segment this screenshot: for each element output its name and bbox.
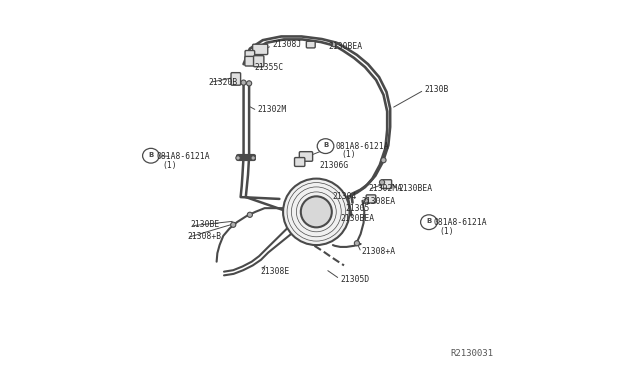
Circle shape: [246, 81, 252, 86]
Text: 21302M: 21302M: [257, 105, 287, 115]
Text: 21306G: 21306G: [319, 161, 349, 170]
Circle shape: [241, 80, 246, 85]
Circle shape: [301, 196, 332, 227]
Text: 2130BE: 2130BE: [191, 220, 220, 229]
Circle shape: [230, 222, 236, 227]
FancyBboxPatch shape: [294, 158, 305, 166]
Text: 21308EA: 21308EA: [362, 197, 396, 206]
Text: (1): (1): [162, 161, 177, 170]
Text: 21320B: 21320B: [209, 78, 237, 87]
Text: 21308+B: 21308+B: [187, 232, 221, 241]
Text: (1): (1): [341, 150, 356, 159]
FancyBboxPatch shape: [245, 51, 255, 60]
Circle shape: [364, 199, 369, 203]
Text: 21305D: 21305D: [340, 275, 369, 283]
Text: B: B: [323, 142, 328, 148]
Text: 21355C: 21355C: [254, 62, 284, 72]
Text: B: B: [426, 218, 431, 224]
Circle shape: [236, 156, 240, 160]
Text: B: B: [148, 152, 154, 158]
Ellipse shape: [317, 139, 334, 154]
Ellipse shape: [143, 148, 159, 163]
Text: 21308+A: 21308+A: [362, 247, 396, 256]
FancyBboxPatch shape: [253, 44, 268, 55]
Circle shape: [283, 179, 349, 245]
Text: 2130B: 2130B: [424, 85, 449, 94]
Circle shape: [355, 241, 360, 246]
FancyBboxPatch shape: [381, 180, 392, 189]
FancyBboxPatch shape: [253, 56, 264, 67]
FancyBboxPatch shape: [231, 73, 241, 85]
Text: 2130BEA: 2130BEA: [398, 185, 433, 193]
Circle shape: [251, 156, 255, 160]
Circle shape: [247, 212, 252, 217]
FancyBboxPatch shape: [300, 152, 312, 161]
Circle shape: [381, 158, 386, 163]
Text: 081A8-6121A: 081A8-6121A: [434, 218, 487, 227]
Text: 081A8-6121A: 081A8-6121A: [336, 142, 390, 151]
Text: 2130BEA: 2130BEA: [328, 42, 362, 51]
Text: 21305: 21305: [345, 204, 369, 214]
Text: 21302MA: 21302MA: [368, 185, 402, 193]
Text: 2130BEA: 2130BEA: [340, 214, 374, 222]
Circle shape: [332, 42, 337, 47]
FancyBboxPatch shape: [366, 195, 376, 203]
FancyBboxPatch shape: [307, 41, 316, 48]
Text: 21304: 21304: [333, 192, 357, 201]
FancyBboxPatch shape: [245, 57, 256, 66]
Text: R2130031: R2130031: [451, 349, 493, 358]
Text: 21308J: 21308J: [272, 41, 301, 49]
Text: 081A8-6121A: 081A8-6121A: [157, 152, 211, 161]
Circle shape: [380, 180, 385, 185]
Ellipse shape: [420, 215, 437, 230]
Text: (1): (1): [439, 227, 454, 236]
Text: 21308E: 21308E: [261, 267, 290, 276]
